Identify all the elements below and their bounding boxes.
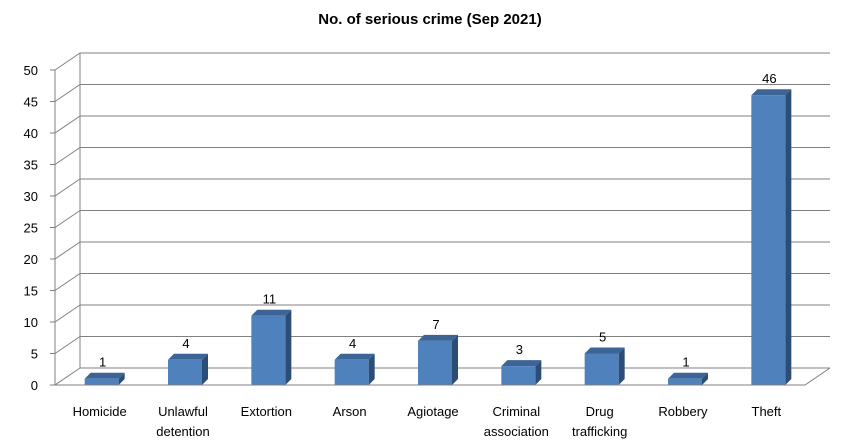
bar <box>751 95 786 385</box>
bar <box>84 378 119 385</box>
data-label: 1 <box>99 355 106 370</box>
bar-side <box>202 353 208 385</box>
x-tick-label: Arson <box>333 404 367 419</box>
gridline-diag <box>54 52 81 71</box>
gridline-diag <box>54 241 81 260</box>
chart-title: No. of serious crime (Sep 2021) <box>318 11 541 28</box>
x-tick-label-line: Criminal <box>492 404 540 419</box>
bar-top <box>84 372 125 379</box>
bar-side <box>285 309 292 385</box>
data-label: 4 <box>182 336 189 351</box>
data-label: 3 <box>516 342 523 357</box>
gridlines <box>54 52 830 386</box>
bar-top <box>501 360 542 367</box>
bar-side <box>452 334 458 385</box>
bar-top <box>251 309 292 316</box>
x-tick-label-line: Extortion <box>241 404 292 419</box>
y-tick-label: 40 <box>24 126 38 141</box>
y-tick-label: 35 <box>24 158 38 173</box>
x-tick-label: Theft <box>752 404 782 419</box>
x-tick-label-line: Agiotage <box>407 404 458 419</box>
y-tick-label: 45 <box>24 95 38 110</box>
bar-side <box>118 372 125 385</box>
bar-top <box>668 372 708 379</box>
bar-side <box>535 360 542 385</box>
bar <box>334 359 369 385</box>
data-label: 11 <box>263 292 277 307</box>
y-tick-label: 50 <box>24 63 38 78</box>
y-tick-label: 25 <box>24 221 38 236</box>
bar <box>501 366 536 385</box>
bar-side <box>785 89 792 385</box>
gridline-diag <box>54 210 81 228</box>
x-tick-label-line: Drug <box>586 404 614 419</box>
bar-top <box>418 334 458 341</box>
x-tick-label-line: trafficking <box>572 424 627 439</box>
gridline-diag <box>54 304 81 323</box>
x-tick-label-line: detention <box>156 424 210 439</box>
floor-edge <box>804 367 831 386</box>
x-tick-label: Agiotage <box>407 404 458 419</box>
x-tick-label-line: Robbery <box>658 404 708 419</box>
x-tick-label-line: association <box>484 424 549 439</box>
x-tick-label-line: Unlawful <box>158 404 208 419</box>
y-tick-label: 10 <box>24 315 38 330</box>
x-tick-label: Drug trafficking <box>572 404 627 439</box>
bars <box>84 89 792 385</box>
bar <box>418 340 452 385</box>
data-label: 5 <box>599 330 606 345</box>
x-tick-label-line: Theft <box>752 404 782 419</box>
x-tick-label: Extortion <box>241 404 292 419</box>
y-tick-label: 5 <box>31 347 38 362</box>
gridline-diag <box>54 273 81 291</box>
data-label: 1 <box>682 355 689 370</box>
gridline-diag <box>54 84 81 102</box>
x-axis: Homicide Unlawful detention Extortion Arson A… <box>55 367 831 439</box>
bar-side <box>618 347 625 385</box>
y-axis: 0 5 10 15 20 25 30 35 40 45 50 <box>24 63 56 393</box>
y-tick-label: 20 <box>24 252 38 267</box>
y-tick-label: 15 <box>24 284 38 299</box>
bar <box>668 378 702 385</box>
y-tick-label: 30 <box>24 189 38 204</box>
y-tick-label: 0 <box>31 378 38 393</box>
bar <box>251 315 286 385</box>
x-tick-label-line: Arson <box>333 404 367 419</box>
bar-side <box>702 372 708 385</box>
bar-side <box>368 353 375 385</box>
data-label: 7 <box>432 317 439 332</box>
bar-top <box>584 347 625 354</box>
gridline-diag <box>54 178 81 197</box>
gridline-diag <box>54 147 81 165</box>
bar <box>584 353 619 385</box>
data-labels: 1 4 11 4 7 3 5 1 46 <box>99 71 777 370</box>
x-tick-label: Robbery <box>658 404 708 419</box>
gridline-diag <box>54 115 81 134</box>
gridline-diag <box>54 336 81 354</box>
bar <box>168 359 202 385</box>
x-tick-label: Criminal association <box>484 404 549 439</box>
x-tick-label: Homicide <box>73 404 127 419</box>
x-tick-label: Unlawful detention <box>156 404 210 439</box>
data-label: 4 <box>349 336 356 351</box>
gridline-diag <box>54 367 81 386</box>
bar-top <box>168 353 208 360</box>
x-tick-label-line: Homicide <box>73 404 127 419</box>
bar-top <box>334 353 375 360</box>
bar-top <box>751 89 792 96</box>
data-label: 46 <box>762 71 776 86</box>
